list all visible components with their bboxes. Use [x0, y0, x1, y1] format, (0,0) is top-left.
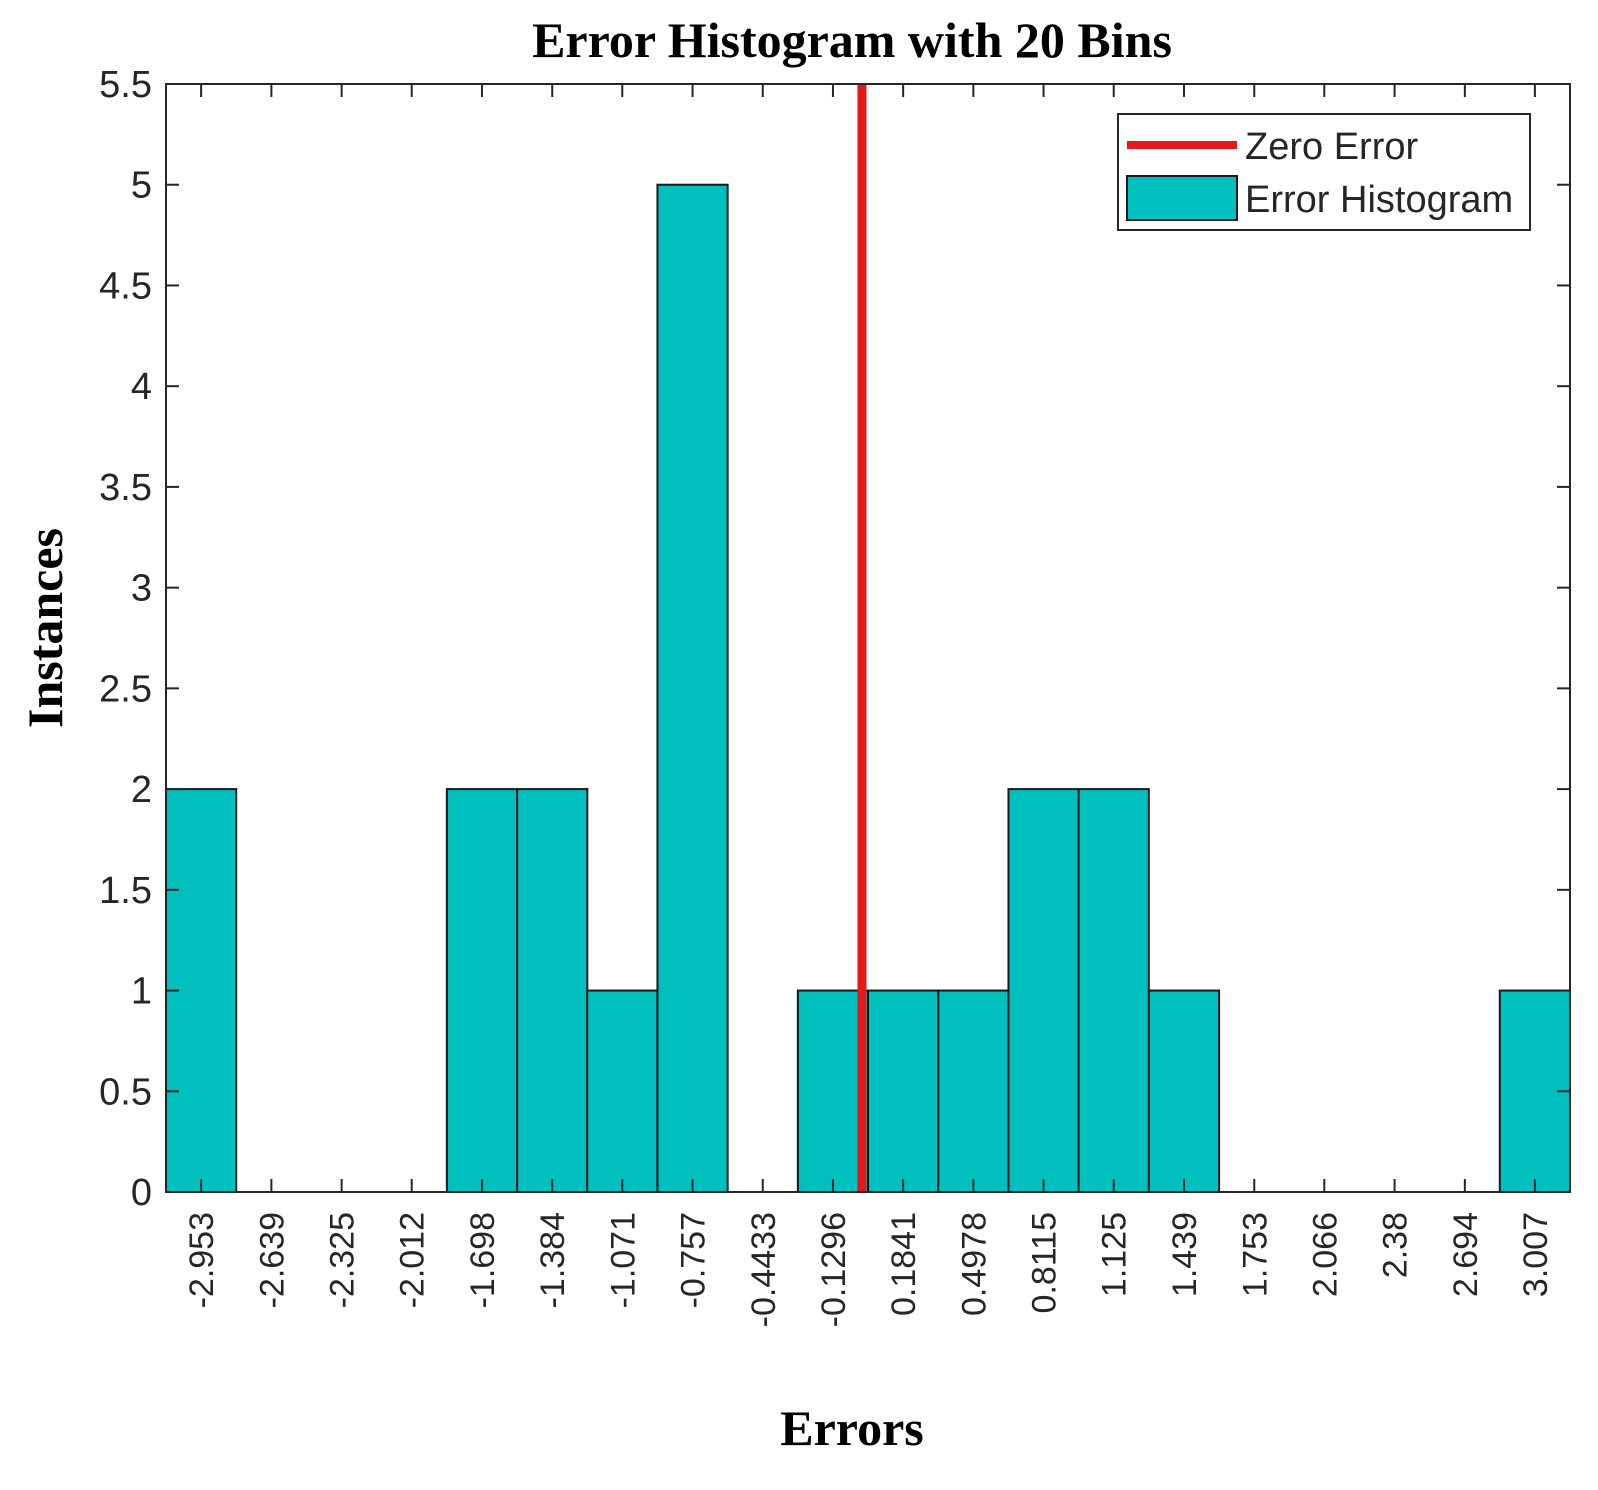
y-tick-label: 2.5 [99, 668, 152, 710]
x-tick-label: -0.4433 [745, 1212, 783, 1327]
chart-title: Error Histogram with 20 Bins [532, 12, 1172, 68]
x-tick-label: 0.8115 [1026, 1212, 1064, 1313]
y-tick-label: 5 [131, 165, 152, 207]
y-tick-label: 5.5 [99, 64, 152, 106]
histogram-bar [445, 788, 519, 1193]
legend-error-histogram-swatch [1126, 175, 1238, 221]
x-tick-label: 1.125 [1096, 1212, 1134, 1297]
histogram-bar [516, 788, 589, 1193]
histogram-bar [656, 183, 729, 1193]
x-tick-label: 1.753 [1236, 1212, 1274, 1297]
histogram-bar [586, 989, 659, 1194]
y-tick-label: 4 [131, 366, 152, 408]
y-tick-label: 3.5 [99, 467, 152, 509]
x-tick-label: -2.325 [324, 1212, 362, 1308]
x-tick-label: -1.384 [534, 1212, 572, 1308]
histogram-bar [1007, 788, 1080, 1193]
y-tick-label: 3 [131, 568, 152, 610]
x-tick-label: 3.007 [1517, 1212, 1555, 1297]
histogram-bar [867, 989, 940, 1194]
legend-box [1117, 113, 1531, 231]
y-tick-label: 0 [131, 1172, 152, 1214]
histogram-bar [937, 989, 1010, 1194]
x-tick-label: 1.439 [1166, 1212, 1204, 1297]
x-tick-label: 0.1841 [885, 1212, 923, 1316]
x-tick-label: -0.757 [675, 1212, 713, 1308]
plot-frame [165, 83, 1571, 1193]
histogram-bar [1147, 989, 1221, 1194]
histogram-bar [1077, 788, 1150, 1193]
legend-zero-error-label: Zero Error [1245, 126, 1418, 168]
x-tick-label: -2.012 [394, 1212, 432, 1308]
x-tick-label: -1.071 [604, 1212, 642, 1308]
x-tick-label: 2.38 [1377, 1212, 1415, 1278]
legend: Zero Error Error Histogram [1117, 113, 1531, 231]
y-tick-label: 0.5 [99, 1071, 152, 1113]
y-axis-label: Instances [17, 528, 73, 728]
x-tick-label: 2.694 [1447, 1212, 1485, 1297]
y-tick-label: 4.5 [99, 265, 152, 307]
x-axis-label: Errors [780, 1400, 923, 1456]
y-tick-label: 1 [131, 971, 152, 1013]
y-tick-label: 2 [131, 769, 152, 811]
x-tick-label: -2.953 [183, 1212, 221, 1308]
x-tick-label: -2.639 [253, 1212, 291, 1308]
legend-error-histogram-label: Error Histogram [1245, 179, 1513, 221]
y-tick-label: 1.5 [99, 870, 152, 912]
x-tick-label: -0.1296 [815, 1212, 853, 1327]
x-tick-label: 2.066 [1306, 1212, 1344, 1297]
x-tick-label: 0.4978 [955, 1212, 993, 1316]
histogram-bar [796, 989, 870, 1194]
x-tick-label: -1.698 [464, 1212, 502, 1308]
